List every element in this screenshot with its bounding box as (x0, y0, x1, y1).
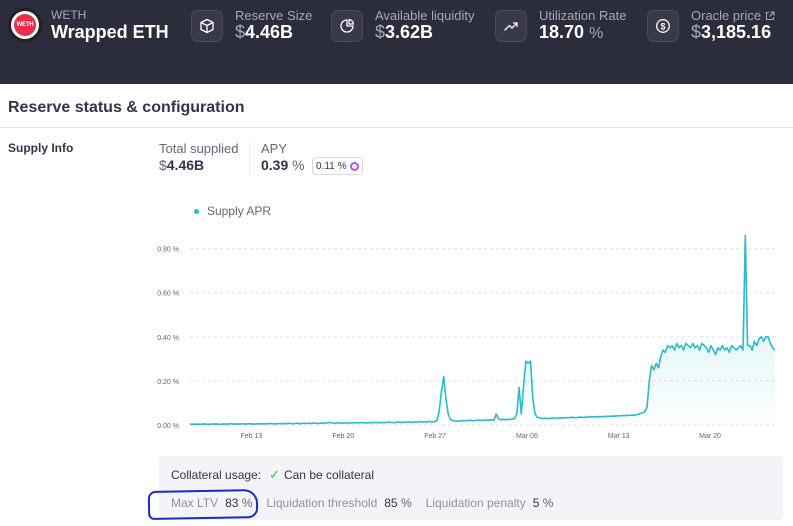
x-tick-label: Mar 20 (699, 433, 721, 440)
collateral-info-panel: Collateral usage: ✓ Can be collateral Ma… (159, 456, 783, 520)
collateral-usage-row: Collateral usage: ✓ Can be collateral (171, 467, 374, 483)
liquidation-threshold-value: 85 % (384, 496, 412, 510)
y-tick-label: 0.60 % (157, 291, 179, 298)
y-tick-label: 0.80 % (157, 247, 179, 254)
apy-label: APY (261, 141, 288, 156)
trend-up-icon (495, 10, 527, 42)
supply-apr-chart: 0.00 % 0.20 % 0.40 % 0.60 % 0.80 % Feb 13 Feb… (157, 234, 776, 440)
dollar-circle-icon: $ (647, 10, 679, 42)
cube-icon (191, 10, 223, 42)
utilization-rate-value: 18.70 % (539, 22, 604, 42)
liquidation-penalty-value: 5 % (532, 496, 554, 510)
apy-incentive-badge[interactable]: 0.11% (312, 157, 363, 175)
supply-apr-line (189, 234, 776, 426)
collateral-status: Can be collateral (283, 468, 375, 482)
utilization-rate-label: Utilization Rate (539, 8, 627, 23)
total-supplied-value: $4.46B (159, 157, 205, 173)
y-tick-label: 0.20 % (157, 379, 179, 386)
max-ltv-value: 83 % (225, 496, 253, 510)
supply-apr-area (190, 235, 775, 425)
reserve-size-label: Reserve Size (235, 8, 313, 23)
pie-chart-icon (331, 10, 363, 42)
x-tick-label: Feb 13 (241, 433, 263, 440)
collateral-usage-label: Collateral usage: (171, 468, 262, 482)
divider (0, 127, 793, 128)
legend-label: Supply APR (207, 204, 272, 218)
weth-logo-icon: WETH (8, 8, 42, 42)
hand-drawn-highlight (147, 489, 259, 520)
supply-info-label: Supply Info (8, 141, 74, 155)
available-liquidity-label: Available liquidity (375, 8, 475, 23)
x-tick-label: Feb 27 (424, 433, 446, 440)
svg-text:$: $ (660, 21, 665, 31)
reserve-size-value: $4.46B (235, 22, 294, 42)
liquidation-threshold-label: Liquidation threshold (266, 496, 378, 510)
logo-text: WETH (16, 22, 34, 28)
check-icon: ✓ (269, 467, 280, 482)
incentive-token-icon (349, 161, 359, 171)
metric-divider (249, 143, 250, 175)
available-liquidity-value: $3.62B (375, 22, 434, 42)
x-tick-label: Mar 06 (516, 433, 538, 440)
section-title: Reserve status & configuration (8, 99, 245, 116)
asset-name: Wrapped ETH (51, 22, 169, 42)
liquidation-penalty-label: Liquidation penalty (425, 496, 526, 510)
legend-swatch (194, 208, 199, 214)
apy-value: 0.39 % (261, 157, 305, 173)
oracle-price-label: Oracle price (691, 8, 775, 24)
external-link-icon[interactable] (765, 9, 775, 24)
y-tick-label: 0.40 % (157, 335, 179, 342)
asset-symbol: WETH (51, 8, 87, 22)
risk-parameters-row: Max LTV 83 % Liquidation threshold 85 % … (171, 496, 567, 510)
y-tick-label: 0.00 % (157, 423, 179, 430)
total-supplied-label: Total supplied (159, 141, 239, 156)
max-ltv-label: Max LTV (171, 496, 219, 510)
oracle-price-value: $3,185.16 (691, 22, 772, 42)
x-tick-label: Mar 13 (608, 433, 630, 440)
reserve-header: WETH WETH Wrapped ETH Reserve Size $4.46… (0, 0, 793, 84)
chart-legend: Supply APR (194, 204, 271, 218)
x-tick-label: Feb 20 (332, 433, 354, 440)
